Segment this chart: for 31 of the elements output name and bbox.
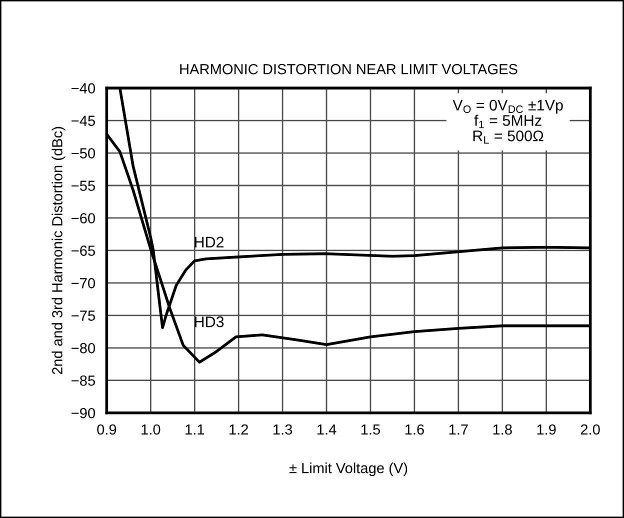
x-tick-label: 0.9 [97,424,116,435]
annotation: f$_{1}$ = 5MHz [474,114,542,128]
x-tick-label: 1.8 [493,424,512,435]
x-tick-label: 1.3 [274,424,292,435]
x-tick-label: 1.5 [361,424,380,435]
annotation: R$_{L}$ = 500Ω [473,130,544,144]
y-tick-label: −70 [72,278,96,288]
x-tick-label: 1.9 [537,424,556,435]
x-tick-label: 2.0 [580,424,600,435]
x-axis-title: ± Limit Voltage (V) [289,462,408,476]
y-axis-title: 2nd and 3rd Harmonic Distortion (dBc) [52,126,66,374]
chart-title: HARMONIC DISTORTION NEAR LIMIT VOLTAGES [180,64,518,74]
y-tick-label: −55 [72,180,95,191]
x-tick-label: 1.4 [318,424,336,435]
annotation: V$_{O}$ = 0V$_{DC}$ ±1Vp [452,100,563,114]
x-tick-label: 1.1 [186,424,204,435]
y-tick-label: −80 [72,342,96,354]
series-label: HD2 [195,236,224,248]
x-tick-label: 1.7 [449,424,468,435]
x-tick-label: 1.6 [405,424,424,435]
x-tick-label: 1.2 [230,424,248,435]
y-tick-label: −90 [72,408,96,418]
x-tick-label: 1.0 [142,424,160,435]
series-label: HD3 [195,316,224,328]
y-tick-label: −65 [72,246,95,256]
y-tick-label: −75 [72,310,95,321]
y-tick-label: −85 [72,375,95,386]
y-tick-label: −60 [72,213,96,224]
y-tick-label: −40 [72,83,96,94]
y-tick-label: −45 [72,116,95,126]
y-tick-label: −50 [72,148,96,158]
